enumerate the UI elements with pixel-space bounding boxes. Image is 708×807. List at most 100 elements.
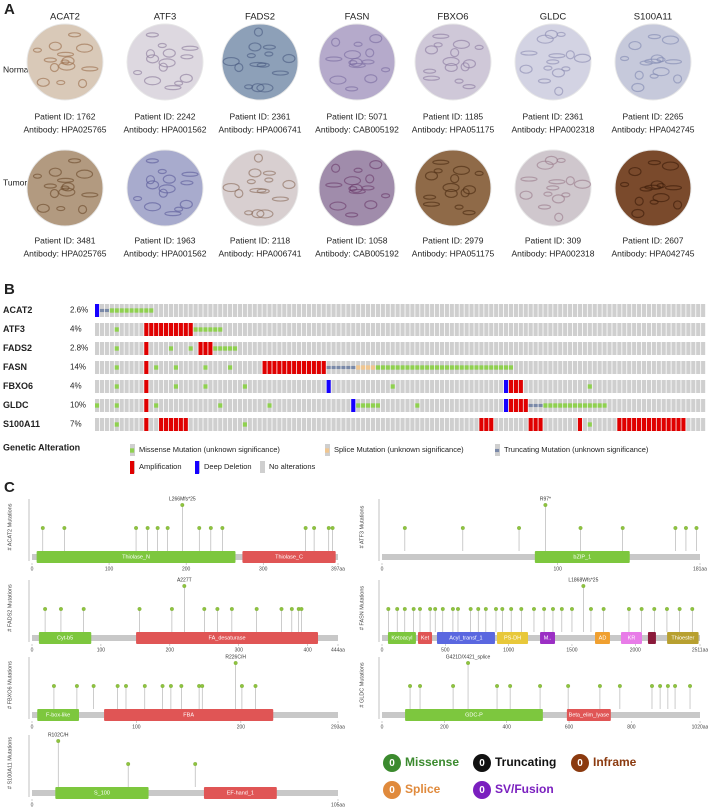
sample-cell: [696, 418, 701, 431]
sample-cell: [99, 361, 105, 374]
alteration: [366, 403, 371, 408]
sample-cell: [656, 304, 661, 317]
lollipop-head: [155, 526, 160, 530]
alteration: [400, 365, 405, 370]
sample-cell: [109, 380, 114, 393]
sample-cell: [538, 380, 543, 393]
tissue-texture: [548, 179, 566, 185]
sample-cell: [439, 304, 445, 317]
lollipop-head: [589, 607, 593, 611]
antibody: Antibody: CAB005192: [315, 124, 399, 134]
alteration: [577, 403, 583, 408]
tissue-texture: [544, 155, 558, 165]
sample-cell: [311, 304, 316, 317]
sample-cell: [503, 418, 509, 431]
x-tick-label: 1000: [503, 647, 514, 653]
sample-cell: [523, 323, 528, 336]
alteration: [415, 403, 420, 408]
sample-cell: [252, 380, 257, 393]
lollipop-head: [694, 526, 699, 530]
sample-cell: [208, 361, 213, 374]
domain-label: Ketoacyl: [391, 635, 412, 641]
sample-cell: [543, 361, 548, 374]
sample-cell: [242, 304, 247, 317]
tissue-texture: [325, 182, 343, 188]
tissue-texture: [422, 75, 441, 81]
x-tick-label: 0: [31, 802, 34, 807]
sample-cell: [528, 361, 533, 374]
tissue-texture: [164, 211, 182, 217]
tissue-texture: [369, 160, 383, 170]
sample-cell: [637, 380, 642, 393]
sample-cell: [489, 304, 494, 317]
sample-cell: [242, 323, 247, 336]
tissue-texture: [652, 67, 670, 77]
sample-cell: [691, 304, 696, 317]
sample-cell: [223, 399, 228, 412]
sample-cell: [607, 399, 612, 412]
alteration: [494, 365, 499, 370]
alteration: [301, 361, 307, 374]
lollipop-head: [677, 607, 682, 611]
alteration: [538, 418, 543, 431]
alteration: [503, 365, 509, 370]
alteration: [154, 403, 159, 408]
sample-cell: [568, 380, 573, 393]
tissue-texture: [248, 42, 262, 52]
domain-label: bZIP_1: [573, 554, 591, 560]
sample-cell: [154, 342, 159, 355]
tissue-texture: [157, 168, 167, 175]
domain: [203, 787, 277, 799]
sample-cell: [277, 380, 282, 393]
sample-cell: [651, 361, 656, 374]
tissue-texture: [628, 40, 642, 51]
tissue-texture: [452, 39, 471, 49]
tissue-texture: [56, 205, 66, 212]
sample-cell: [410, 304, 415, 317]
sample-cell: [277, 342, 282, 355]
sample-cell: [523, 380, 528, 393]
tissue-texture: [349, 57, 363, 68]
lollipop-head: [673, 684, 678, 688]
sample-cell: [646, 380, 651, 393]
sample-cell: [247, 380, 252, 393]
sample-cell: [228, 380, 233, 393]
sample-cell: [257, 361, 262, 374]
sample-cell: [375, 323, 380, 336]
sample-cell: [134, 361, 139, 374]
sample-cell: [292, 418, 297, 431]
sample-cell: [341, 380, 346, 393]
tissue-texture: [424, 171, 439, 181]
sample-cell: [292, 323, 297, 336]
lollipop-head: [200, 684, 205, 688]
lollipop-head: [179, 684, 184, 688]
sample-cell: [646, 304, 651, 317]
alteration: [356, 403, 361, 408]
sample-cell: [223, 418, 228, 431]
tissue-texture: [49, 188, 60, 199]
tissue-texture: [145, 158, 159, 164]
mutation-annotation: R226C/H: [225, 654, 246, 660]
sample-cell: [681, 304, 686, 317]
sample-cell: [622, 304, 627, 317]
sample-cell: [346, 418, 351, 431]
alteration: [587, 403, 592, 408]
sample-cell: [474, 304, 479, 317]
sample-cell: [375, 380, 380, 393]
sample-cell: [306, 418, 312, 431]
x-tick-label: 100: [132, 724, 141, 730]
sample-cell: [129, 418, 134, 431]
alteration: [533, 403, 538, 408]
sample-cell: [109, 323, 114, 336]
sample-cell: [533, 323, 538, 336]
sample-cell: [558, 380, 563, 393]
alteration: [523, 399, 528, 412]
alteration: [563, 403, 568, 408]
tissue-texture: [246, 179, 256, 185]
alteration: [395, 365, 400, 370]
alteration: [572, 403, 578, 408]
sample-cell: [533, 342, 538, 355]
tissue-texture: [329, 201, 347, 211]
tissue-texture: [639, 186, 653, 192]
sample-cell: [178, 304, 183, 317]
